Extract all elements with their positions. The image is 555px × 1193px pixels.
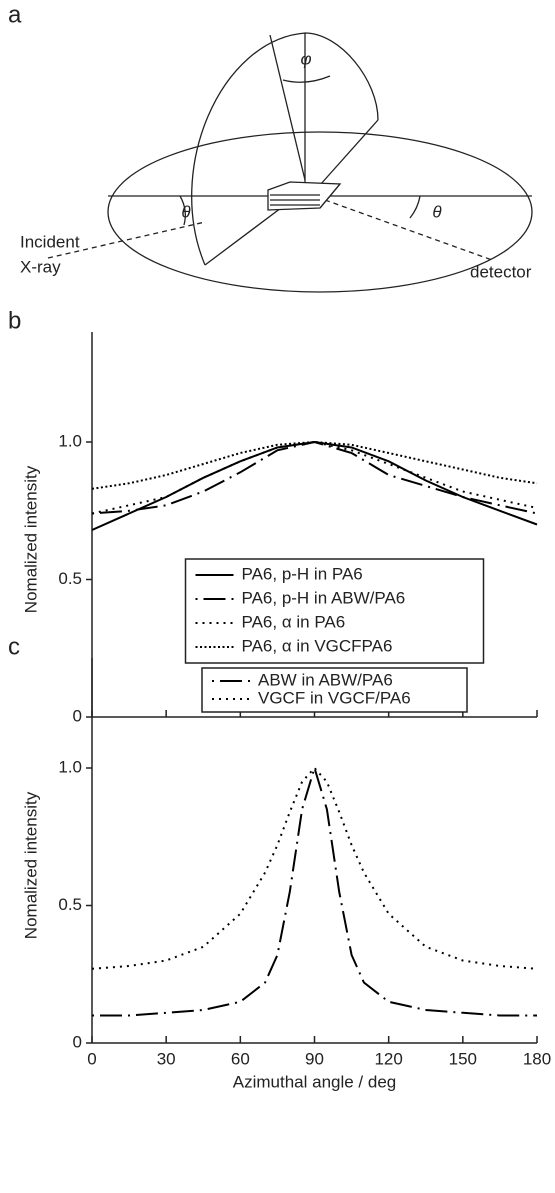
phi-arc xyxy=(282,75,331,83)
diag-line xyxy=(204,204,286,266)
y-tick-label: 0 xyxy=(73,1032,82,1051)
x-tick-label: 180 xyxy=(523,1049,551,1068)
x-tick-label: 90 xyxy=(305,1049,324,1068)
x-tick-label: 150 xyxy=(449,1049,477,1068)
y-tick-label: 0.5 xyxy=(58,895,82,914)
series-line xyxy=(91,440,538,515)
series-line xyxy=(91,440,538,490)
theta-arc xyxy=(179,195,186,226)
legend-label: PA6, p-H in ABW/PA6 xyxy=(242,588,406,607)
x-tick-label: 0 xyxy=(87,1049,96,1068)
legend-box xyxy=(201,667,468,713)
legend-label: ABW in ABW/PA6 xyxy=(258,670,393,689)
vertical-arc xyxy=(191,32,379,266)
detector-ray xyxy=(324,199,493,261)
y-axis-title: Nomalized intensity xyxy=(21,465,40,613)
y-tick-label: 1.0 xyxy=(58,431,82,450)
legend-label: PA6, α in PA6 xyxy=(242,612,346,631)
sample-layers xyxy=(270,183,341,209)
y-axis-title: Nomalized intensity xyxy=(21,791,40,939)
incident-label: X-ray xyxy=(20,257,61,276)
horizontal-ellipse xyxy=(107,131,533,293)
detector-label: detector xyxy=(470,262,532,281)
x-tick-label: 30 xyxy=(157,1049,176,1068)
legend-label: VGCF in VGCF/PA6 xyxy=(258,688,411,707)
legend-label: PA6, α in VGCFPA6 xyxy=(242,636,393,655)
panel-label: b xyxy=(8,307,21,334)
panel-label: c xyxy=(8,633,20,660)
tilt-line xyxy=(269,34,306,181)
x-tick-label: 120 xyxy=(374,1049,402,1068)
theta-label: θ xyxy=(432,202,442,221)
legend-box xyxy=(184,558,485,664)
phi-label: φ xyxy=(300,49,311,68)
x-tick-label: 60 xyxy=(231,1049,250,1068)
series-line xyxy=(91,440,538,531)
diag-line xyxy=(319,119,379,186)
y-tick-label: 0.5 xyxy=(58,569,82,588)
y-tick-label: 1.0 xyxy=(58,757,82,776)
panel-label: a xyxy=(8,1,22,28)
series-line xyxy=(91,766,538,970)
legend-label: PA6, p-H in PA6 xyxy=(242,564,363,583)
x-axis-title: Azimuthal angle / deg xyxy=(233,1072,397,1091)
series-line xyxy=(92,764,537,1017)
y-tick-label: 0 xyxy=(73,706,82,725)
theta-label: θ xyxy=(181,202,191,221)
theta-arc xyxy=(409,195,421,219)
diagram xyxy=(47,32,533,293)
series-line xyxy=(91,440,538,515)
incident-label: Incident xyxy=(20,232,80,251)
